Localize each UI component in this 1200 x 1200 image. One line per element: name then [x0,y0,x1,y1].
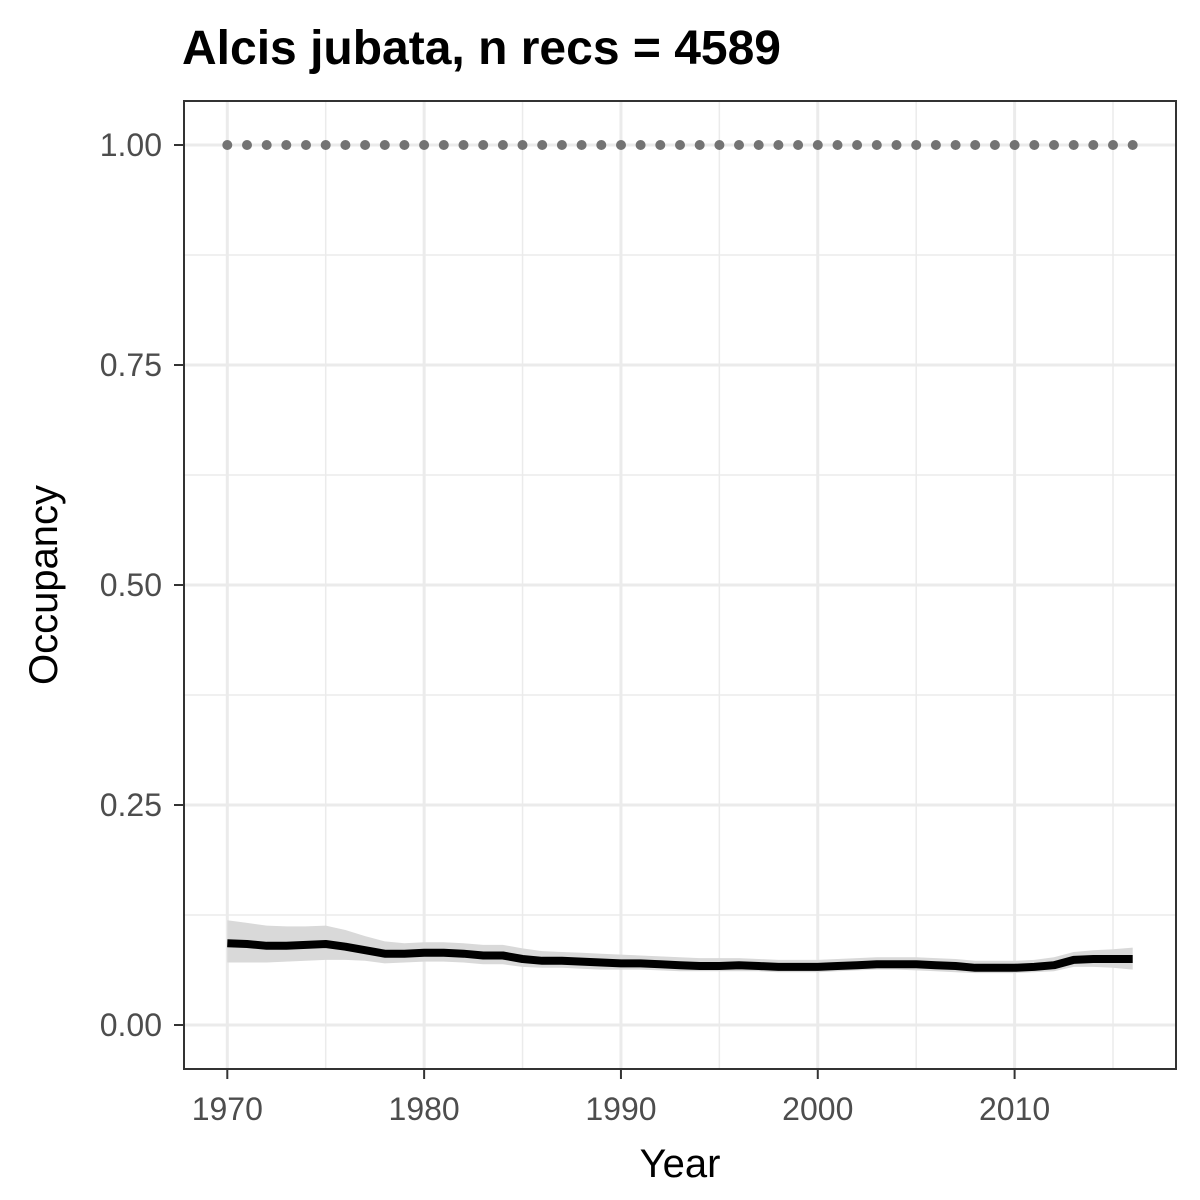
trend-line-layer [227,939,1133,972]
x-tick-label: 1980 [389,1091,460,1127]
dotted-series-point [950,140,961,150]
dotted-series-point [930,140,941,150]
dotted-series-point [301,140,311,150]
dotted-series-point [1127,140,1138,150]
dotted-series-point [576,140,587,150]
x-tick-label: 2000 [782,1091,853,1127]
dotted-series-point [320,140,331,150]
dotted-series-point [635,140,646,150]
dotted-series-point [734,140,744,150]
dotted-series-point [222,140,233,150]
y-tick-label: 0.00 [100,1007,162,1043]
dotted-series-point [1108,140,1118,150]
dotted-series-point [497,140,508,150]
dotted-series-point [694,140,705,150]
dotted-series-point [812,140,823,150]
y-tick-label: 0.25 [100,787,162,823]
dotted-series-point [970,140,981,150]
dotted-series-point [1009,140,1020,150]
dotted-series-point [714,140,725,150]
dotted-series-point [379,140,390,150]
x-axis: 1970 1980 1990 2000 2010 [192,1069,1050,1127]
x-tick-label: 1990 [585,1091,656,1127]
dotted-series-point [793,140,804,150]
y-tick-label: 0.75 [100,347,162,383]
x-tick-label: 1970 [192,1091,263,1127]
dotted-series-point [438,140,449,150]
dotted-series-point [242,140,252,150]
dotted-series-point [261,140,272,150]
dotted-series-point [1088,140,1099,150]
dotted-series-point [399,140,410,150]
dotted-series-point [458,140,469,150]
dotted-series-point [556,140,567,150]
dotted-series-point [852,140,863,150]
confidence-ribbon [227,920,1133,974]
y-axis: 0.00 0.25 0.50 0.75 1.00 [100,127,184,1043]
dotted-series-point [773,140,784,150]
dotted-series-point [419,140,430,150]
dotted-series-layer [222,140,1138,150]
chart-title: Alcis jubata, n recs = 4589 [182,22,781,75]
dotted-series-point [360,140,371,150]
dotted-series-point [616,140,626,150]
dotted-series-point [753,140,764,150]
dotted-series-point [1029,140,1040,150]
y-tick-label: 1.00 [100,127,162,163]
dotted-series-point [832,140,843,150]
dotted-series-point [675,140,685,150]
dotted-series-point [1049,140,1059,150]
x-axis-title: Year [640,1142,721,1186]
dotted-series-point [1068,140,1079,150]
trend-line [227,939,1133,972]
x-tick-label: 2010 [979,1091,1050,1127]
dotted-series-point [596,140,607,150]
dotted-series-point [478,140,489,150]
dotted-series-point [517,140,528,150]
dotted-series-point [871,140,882,150]
dotted-series-point [340,140,351,150]
dotted-series-point [989,140,1000,150]
y-tick-label: 0.50 [100,567,162,603]
dotted-series-point [891,140,902,150]
confidence-ribbon-layer [227,920,1133,974]
dotted-series-point [911,140,922,150]
y-axis-title: Occupancy [22,485,66,685]
dotted-series-point [537,140,548,150]
dotted-series-point [655,140,666,150]
dotted-series-point [281,140,292,150]
